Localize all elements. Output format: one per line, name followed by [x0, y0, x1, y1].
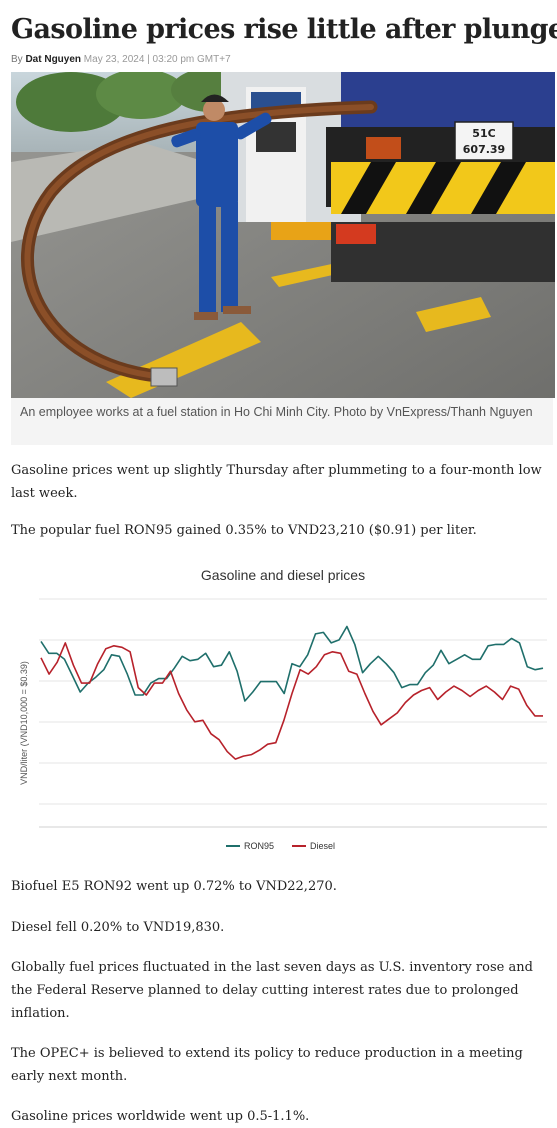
fuel-station-illustration: 51C 607.39 — [11, 72, 555, 398]
byline-prefix: By — [11, 54, 23, 65]
paragraph: Globally fuel prices fluctuated in the l… — [11, 960, 533, 1021]
series-line-ron95[interactable] — [40, 625, 544, 702]
article-photo[interactable]: 51C 607.39 — [11, 72, 555, 398]
paragraph: Gasoline prices worldwide went up 0.5-1.… — [11, 1109, 310, 1124]
paragraph: Diesel fell 0.20% to VND19,830. — [11, 920, 225, 935]
series-line-diesel[interactable] — [40, 642, 543, 760]
y-axis-label: VND/liter (VND10,000 = $0.39) — [19, 661, 29, 785]
plate-line-1: 51C — [472, 127, 495, 140]
paragraph: Biofuel E5 RON92 went up 0.72% to VND22,… — [11, 879, 337, 894]
legend-ron95-label[interactable]: RON95 — [244, 841, 274, 851]
chart-legend[interactable]: RON95 Diesel — [226, 841, 335, 851]
paragraph: The OPEC+ is believed to extend its poli… — [11, 1046, 523, 1084]
price-chart-svg: Gasoline and diesel prices VND/liter (VN… — [19, 567, 547, 851]
author-link[interactable]: Dat Nguyen — [25, 54, 82, 65]
chart-series — [40, 625, 544, 760]
photo-caption: An employee works at a fuel station in H… — [11, 398, 553, 445]
paragraph: The popular fuel RON95 gained 0.35% to V… — [11, 523, 477, 538]
byline: By Dat Nguyen May 23, 2024 | 03:20 pm GM… — [11, 54, 557, 68]
paragraph: Gasoline prices went up slightly Thursda… — [11, 463, 542, 501]
chart-title: Gasoline and diesel prices — [201, 567, 365, 583]
article-title: Gasoline prices rise little after plunge — [11, 14, 557, 45]
legend-diesel-label[interactable]: Diesel — [310, 841, 335, 851]
price-chart: Gasoline and diesel prices VND/liter (VN… — [11, 559, 555, 871]
chart-gridlines — [39, 598, 547, 828]
plate-line-2: 607.39 — [463, 143, 505, 156]
publish-date: May 23, 2024 | 03:20 pm GMT+7 — [83, 54, 231, 65]
